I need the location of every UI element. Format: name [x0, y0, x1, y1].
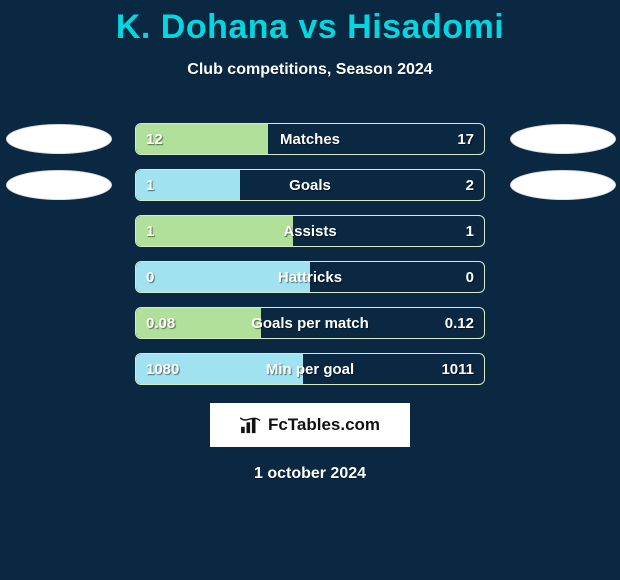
- bar-fill: [136, 170, 240, 200]
- value-right: 1: [466, 216, 474, 246]
- value-right: 1011: [441, 354, 474, 384]
- value-right: 0: [466, 262, 474, 292]
- bar-fill: [136, 262, 310, 292]
- stat-row: 0.080.12Goals per match: [0, 307, 620, 339]
- bar-container: 00Hattricks: [135, 261, 485, 293]
- bar-fill: [136, 216, 293, 246]
- value-right: 2: [466, 170, 474, 200]
- value-right: 17: [457, 124, 474, 154]
- bar-chart-icon: [240, 416, 262, 434]
- bar-container: 12Goals: [135, 169, 485, 201]
- bar-fill: [136, 354, 303, 384]
- player-left-avatar: [6, 124, 112, 154]
- player-right-avatar: [510, 170, 616, 200]
- value-right: 0.12: [445, 308, 474, 338]
- bar-container: 10801011Min per goal: [135, 353, 485, 385]
- bar-container: 1217Matches: [135, 123, 485, 155]
- player-left-avatar: [6, 170, 112, 200]
- stat-row: 12Goals: [0, 169, 620, 201]
- bar-container: 0.080.12Goals per match: [135, 307, 485, 339]
- page-title: K. Dohana vs Hisadomi: [0, 0, 620, 47]
- subtitle: Club competitions, Season 2024: [0, 61, 620, 79]
- stat-row: 11Assists: [0, 215, 620, 247]
- bar-container: 11Assists: [135, 215, 485, 247]
- date: 1 october 2024: [0, 465, 620, 483]
- bar-fill: [136, 308, 261, 338]
- stat-row: 00Hattricks: [0, 261, 620, 293]
- logo-text: FcTables.com: [268, 415, 380, 435]
- logo-box: FcTables.com: [210, 403, 410, 447]
- stat-row: 10801011Min per goal: [0, 353, 620, 385]
- comparison-rows: 1217Matches 12Goals 11Assists 00Hattricks 0.…: [0, 123, 620, 385]
- bar-fill: [136, 124, 268, 154]
- stat-row: 1217Matches: [0, 123, 620, 155]
- player-right-avatar: [510, 124, 616, 154]
